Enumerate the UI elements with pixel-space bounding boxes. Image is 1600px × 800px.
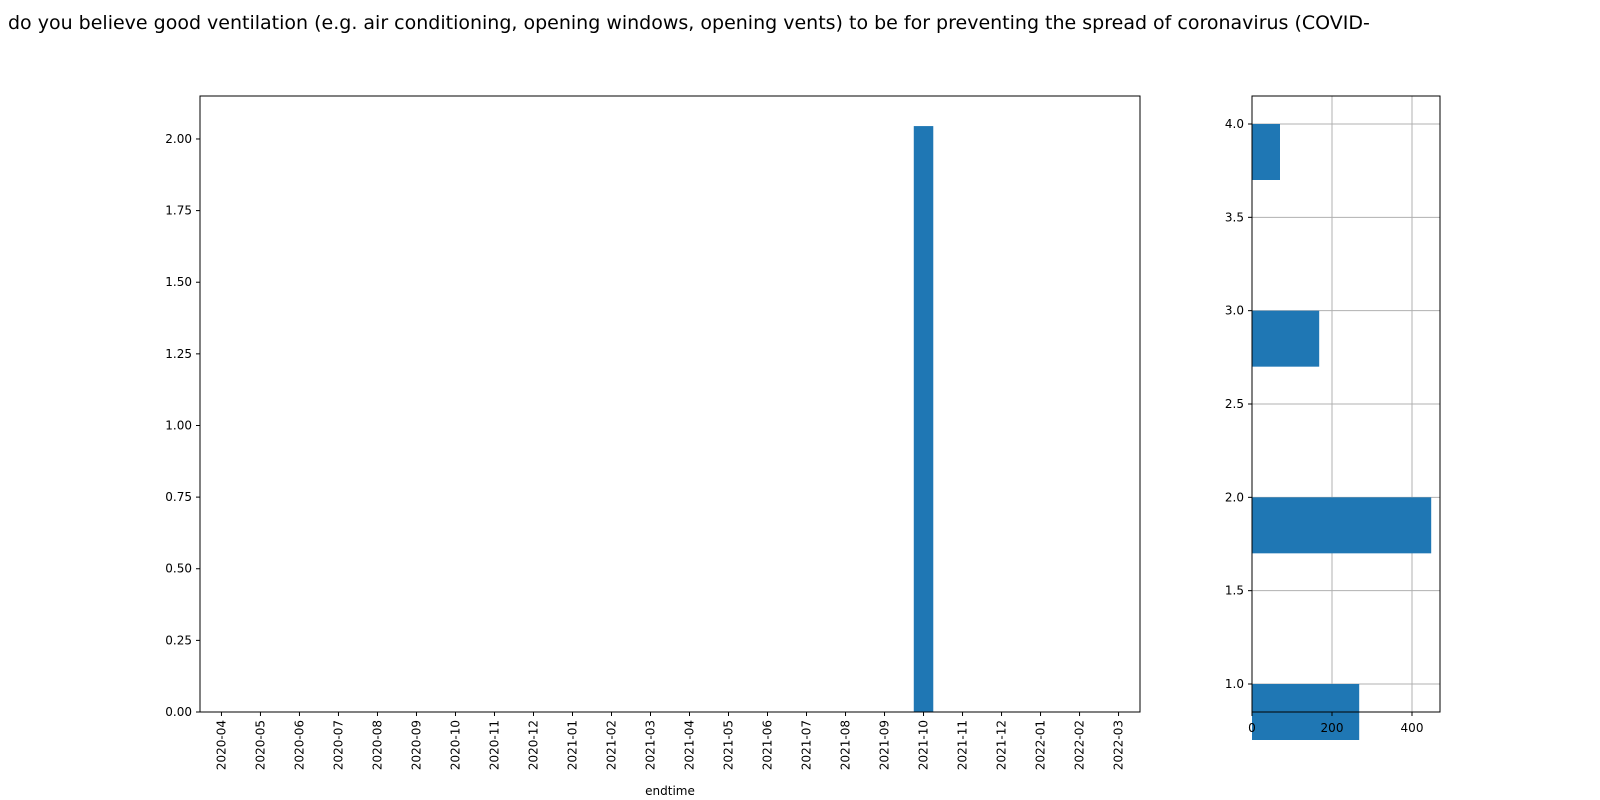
x-tick-label: 2020-04 — [214, 720, 228, 770]
x-tick-label: 2021-03 — [643, 720, 657, 770]
x-tick-label: 2020-05 — [253, 720, 267, 770]
y-tick-label: 1.75 — [165, 204, 192, 218]
x-tick-label: 2022-03 — [1112, 720, 1126, 770]
bar — [1252, 310, 1320, 367]
plot-frame — [199, 95, 1141, 713]
x-tick-label: 2021-12 — [995, 720, 1009, 770]
distribution-bar-chart: 1.0 1.5 2.0 2.5 3.0 3.5 4.0 0 200 400 — [1225, 95, 1441, 740]
x-tick-label: 200 — [1321, 721, 1344, 735]
bar — [913, 126, 934, 712]
y-tick-label: 0.25 — [165, 633, 192, 647]
x-tick-label: 2021-06 — [761, 720, 775, 770]
x-tick-label: 2021-11 — [956, 720, 970, 770]
x-tick-label: 2020-07 — [331, 720, 345, 770]
y-tick-label: 1.5 — [1225, 584, 1244, 598]
y-tick-label: 1.50 — [165, 275, 192, 289]
x-tick-label: 2021-08 — [839, 720, 853, 770]
x-tick-label: 2020-12 — [526, 720, 540, 770]
x-tick-label: 400 — [1401, 721, 1424, 735]
y-tick-label: 2.0 — [1225, 490, 1244, 504]
y-tick-label: 0.00 — [165, 705, 192, 719]
x-tick-label: 2020-11 — [487, 720, 501, 770]
y-tick-label: 3.5 — [1225, 210, 1244, 224]
x-tick-label: 2020-10 — [448, 720, 462, 770]
x-tick-label: 2022-01 — [1034, 720, 1048, 770]
y-tick-label: 4.0 — [1225, 117, 1244, 131]
y-tick-label: 2.00 — [165, 132, 192, 146]
x-tick-label: 2021-02 — [604, 720, 618, 770]
x-tick-label: 2021-10 — [917, 720, 931, 770]
bar — [1252, 497, 1432, 554]
y-tick-label: 3.0 — [1225, 304, 1244, 318]
x-axis-label: endtime — [645, 784, 695, 798]
x-tick-label: 2021-07 — [800, 720, 814, 770]
x-tick-label: 0 — [1248, 721, 1256, 735]
x-tick-label: 2021-05 — [722, 720, 736, 770]
y-tick-label: 1.0 — [1225, 677, 1244, 691]
x-tick-label: 2020-08 — [370, 720, 384, 770]
x-tick-label: 2021-01 — [565, 720, 579, 770]
y-tick-label: 1.00 — [165, 418, 192, 432]
time-series-bar-chart: 0.00 0.25 0.50 0.75 1.00 1.25 1.50 1.75 2.00 2020… — [165, 95, 1141, 798]
y-tick-label: 0.75 — [165, 490, 192, 504]
bar — [1252, 124, 1280, 180]
x-tick-label: 2022-02 — [1073, 720, 1087, 770]
y-tick-label: 1.25 — [165, 347, 192, 361]
x-tick-label: 2020-09 — [409, 720, 423, 770]
y-tick-label: 2.5 — [1225, 397, 1244, 411]
x-tick-label: 2021-04 — [683, 720, 697, 770]
y-tick-label: 0.50 — [165, 562, 192, 576]
chart-title: do you believe good ventilation (e.g. ai… — [8, 12, 1370, 34]
x-tick-label: 2020-06 — [292, 720, 306, 770]
x-tick-label: 2021-09 — [878, 720, 892, 770]
